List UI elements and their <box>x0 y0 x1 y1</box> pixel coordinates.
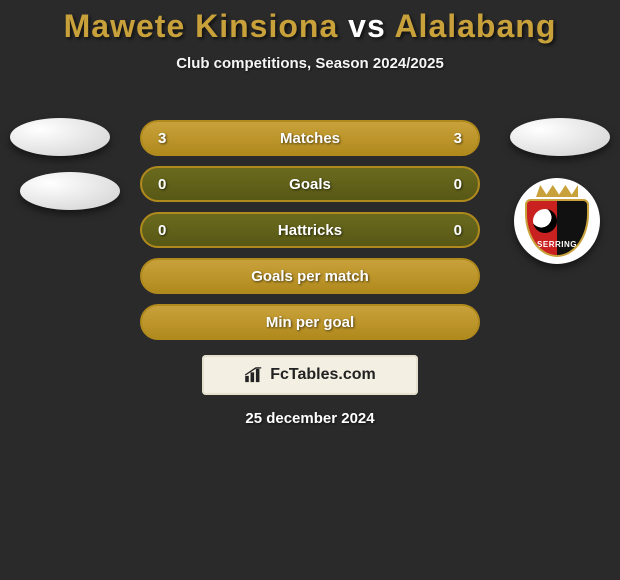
stat-row-min-per-goal: Min per goal <box>140 304 480 340</box>
title-right: Alalabang <box>394 8 556 44</box>
subtitle: Club competitions, Season 2024/2025 <box>0 55 620 72</box>
player-left-avatar-placeholder <box>10 118 110 156</box>
shield-icon: SERRING <box>525 199 589 257</box>
title-left: Mawete Kinsiona <box>64 8 339 44</box>
brand-badge: FcTables.com <box>202 355 418 395</box>
crown-icon <box>536 185 578 197</box>
stat-label: Matches <box>142 130 478 147</box>
crest-label: SERRING <box>527 240 587 249</box>
lion-icon <box>533 209 557 233</box>
stat-label: Min per goal <box>142 314 478 331</box>
footer-date: 25 december 2024 <box>0 410 620 427</box>
title-mid: vs <box>348 8 386 44</box>
stat-row-goals: 0 Goals 0 <box>140 166 480 202</box>
stat-row-hattricks: 0 Hattricks 0 <box>140 212 480 248</box>
brand-text: FcTables.com <box>270 366 376 384</box>
stat-row-goals-per-match: Goals per match <box>140 258 480 294</box>
stat-label: Goals <box>142 176 478 193</box>
stat-row-matches: 3 Matches 3 <box>140 120 480 156</box>
stat-label: Goals per match <box>142 268 478 285</box>
player-right-avatar-placeholder <box>510 118 610 156</box>
club-right-crest: SERRING <box>514 178 600 264</box>
bar-chart-icon <box>244 367 266 383</box>
stat-label: Hattricks <box>142 222 478 239</box>
page-title: Mawete Kinsiona vs Alalabang <box>0 0 620 45</box>
club-left-placeholder <box>20 172 120 210</box>
stats-table: 3 Matches 3 0 Goals 0 0 Hattricks 0 Goal… <box>140 120 480 350</box>
